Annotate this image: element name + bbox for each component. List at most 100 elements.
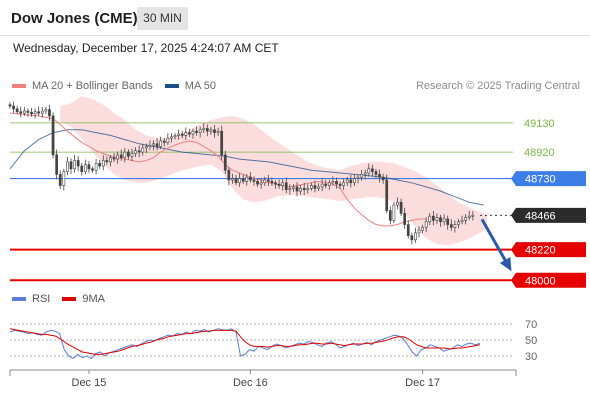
ma20-swatch — [12, 84, 26, 88]
candle-body — [40, 110, 44, 114]
candle-body — [249, 176, 252, 181]
candle-body — [324, 183, 328, 186]
candle-body — [338, 183, 342, 186]
candle-body — [22, 110, 26, 114]
interval-selector[interactable]: 30 MIN — [137, 7, 188, 30]
candle-body — [80, 165, 84, 172]
candle-body — [141, 147, 145, 153]
candle-body — [119, 154, 123, 158]
candle-body — [148, 144, 152, 147]
candle-body — [320, 183, 324, 188]
candle-body — [449, 224, 453, 228]
level-tag-48730 — [511, 171, 586, 187]
legend-item-ma20: MA 20 + Bollinger Bands — [12, 80, 153, 92]
candle-body — [252, 179, 256, 182]
level-label-48220: 48220 — [525, 245, 556, 257]
candle-body — [345, 179, 349, 184]
candle-body — [205, 128, 209, 132]
candle-body — [374, 171, 378, 175]
candle-body — [266, 179, 270, 182]
price-legend: MA 20 + Bollinger Bands MA 50 — [12, 80, 228, 92]
candle-body — [127, 151, 130, 157]
candle-body — [424, 221, 428, 228]
candle-body — [270, 181, 274, 184]
candle-body — [331, 181, 335, 184]
candle-body — [188, 132, 191, 135]
candle-body — [306, 188, 310, 191]
candle-body — [295, 186, 299, 192]
candle-body — [91, 168, 94, 171]
legend-item-ma50: MA 50 — [164, 80, 216, 92]
candle-body — [363, 172, 367, 175]
level-tag-48000 — [511, 272, 586, 288]
candle-body — [73, 160, 76, 170]
candle-body — [137, 150, 141, 153]
candle-body — [220, 130, 224, 156]
candle-body — [349, 179, 353, 184]
candle-body — [317, 186, 320, 189]
candle-body — [213, 129, 216, 133]
candle-body — [284, 182, 288, 191]
candle-body — [439, 217, 442, 223]
rsi-line — [9, 328, 481, 360]
candle-body — [69, 161, 73, 170]
candle-body — [442, 218, 446, 223]
candle-body — [76, 160, 80, 167]
candle-body — [166, 137, 170, 143]
candle-body — [406, 224, 410, 236]
candle-body — [396, 201, 399, 206]
candle-body — [421, 227, 424, 231]
x-tick-label: Dec 15 — [72, 377, 107, 389]
legend-item-rsi: RSI — [12, 293, 50, 305]
candle-body — [123, 151, 127, 158]
x-tick-label: Dec 17 — [405, 377, 440, 389]
candle-body — [414, 232, 417, 241]
candle-body — [435, 217, 439, 221]
candle-body — [277, 183, 281, 186]
candle-body — [464, 217, 468, 221]
candle-body — [184, 132, 188, 136]
candle-body — [144, 146, 148, 149]
candle-body — [173, 135, 177, 138]
candle-body — [44, 109, 48, 112]
rsi-level-label-70: 70 — [525, 319, 537, 331]
forecast-arrow-head — [499, 257, 512, 272]
candle-body — [30, 112, 33, 115]
candle-body — [327, 182, 331, 186]
candle-body — [388, 210, 392, 221]
candle-body — [15, 108, 19, 113]
candle-body — [299, 188, 302, 192]
candle-body — [259, 182, 263, 185]
candle-body — [288, 188, 292, 191]
candle-body — [245, 176, 249, 182]
candle-body — [342, 182, 346, 186]
candle-body — [191, 130, 195, 135]
9ma-swatch — [62, 297, 77, 301]
candle-body — [66, 161, 69, 172]
level-tag-48466 — [511, 207, 586, 223]
candle-body — [37, 111, 41, 114]
candle-body — [152, 143, 155, 146]
candle-body — [227, 169, 231, 181]
candle-body — [457, 221, 460, 225]
candle-body — [274, 182, 277, 185]
candle-body — [471, 215, 475, 217]
candle-body — [216, 130, 220, 133]
candle-body — [399, 201, 403, 214]
candle-body — [105, 160, 109, 163]
candle-body — [116, 154, 120, 160]
candle-body — [335, 181, 338, 185]
candle-body — [431, 215, 435, 221]
candle-body — [130, 153, 134, 157]
candle-body — [231, 178, 234, 181]
candle-body — [48, 109, 51, 117]
candle-body — [234, 178, 238, 184]
level-label-49130: 49130 — [524, 118, 555, 130]
candle-body — [33, 111, 37, 115]
rsi-swatch — [12, 297, 26, 301]
candle-body — [453, 224, 457, 228]
candle-body — [58, 174, 62, 186]
candle-body — [292, 186, 295, 189]
candle-body — [94, 162, 98, 171]
